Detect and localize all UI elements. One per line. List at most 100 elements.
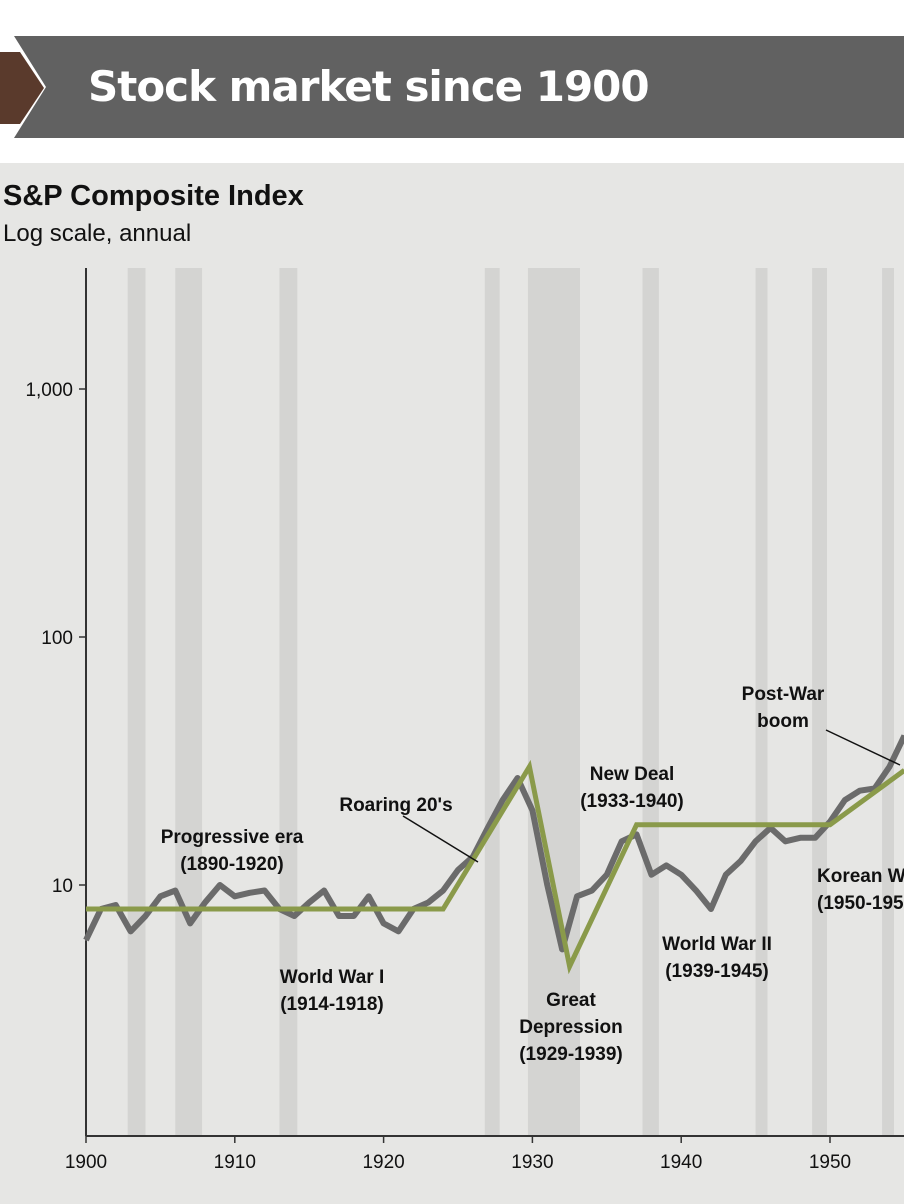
- index-point: [561, 948, 564, 951]
- annotation-line: Depression: [519, 1017, 622, 1038]
- index-point: [769, 826, 772, 829]
- index-point: [248, 891, 251, 894]
- recession-band: [484, 268, 500, 1136]
- recession-band: [175, 268, 203, 1136]
- trend-line: [86, 759, 904, 975]
- index-point: [501, 799, 504, 802]
- y-tick-label: 1,000: [25, 380, 73, 401]
- index-point: [189, 922, 192, 925]
- index-point: [442, 889, 445, 892]
- annotation-line: (1890-1920): [180, 854, 284, 875]
- index-point: [427, 901, 430, 904]
- index-point: [814, 836, 817, 839]
- annotation-label: Korean War (1950-1953): [817, 866, 904, 914]
- index-point: [516, 777, 519, 780]
- annotation-pointer: [825, 729, 901, 766]
- index-point: [888, 765, 891, 768]
- index-point: [457, 868, 459, 871]
- recession-band: [882, 268, 894, 1136]
- index-point: [665, 864, 668, 867]
- annotation-line: (1929-1939): [519, 1044, 623, 1065]
- annotation-line: Post-War: [742, 684, 825, 705]
- x-tick-label: 1950: [809, 1152, 851, 1173]
- index-point: [680, 873, 683, 876]
- index-point: [724, 873, 727, 876]
- index-point: [293, 914, 296, 917]
- index-line: [83, 734, 904, 953]
- annotation-label: World War II (1939-1945): [662, 934, 772, 982]
- x-tick-label: 1930: [511, 1152, 553, 1173]
- banner-arrow-icon: [0, 52, 44, 124]
- annotation-line: World War I: [280, 967, 385, 988]
- recession-band: [127, 268, 146, 1136]
- index-point: [382, 922, 385, 925]
- chart-subtitle: Log scale, annual: [3, 220, 192, 247]
- index-point: [605, 873, 608, 876]
- index-point: [576, 895, 579, 898]
- annotation-line: Korean War: [817, 866, 904, 887]
- index-point: [754, 840, 757, 843]
- annotation-line: (1914-1918): [280, 994, 384, 1015]
- page-title: Stock market since 1900: [88, 62, 650, 111]
- index-point: [784, 840, 787, 843]
- annotation-label: Great Depression (1929-1939): [519, 990, 623, 1065]
- index-point: [843, 799, 846, 802]
- annotation-line: (1933-1940): [580, 791, 684, 812]
- recession-band: [279, 268, 298, 1136]
- index-point: [337, 914, 340, 917]
- annotation-pointer: [402, 815, 479, 863]
- annotation-label: Roaring 20's: [339, 795, 452, 816]
- index-point: [531, 809, 534, 812]
- index-point: [218, 884, 221, 886]
- annotation-line: World War II: [662, 934, 772, 955]
- annotation-line: Progressive era: [161, 827, 304, 848]
- annotation-label: New Deal (1933-1940): [580, 764, 684, 812]
- index-point: [85, 939, 87, 942]
- annotation-label: World War I (1914-1918): [280, 967, 385, 1015]
- index-point: [352, 914, 355, 917]
- y-tick-label: 10: [52, 876, 73, 897]
- x-tick-label: 1910: [214, 1152, 256, 1173]
- index-point: [263, 889, 266, 892]
- chart-panel: [0, 163, 904, 1204]
- index-point: [174, 889, 177, 892]
- index-point: [709, 908, 712, 911]
- title-banner: [0, 36, 904, 138]
- index-point: [620, 840, 623, 843]
- recession-band: [812, 268, 828, 1136]
- x-tick-label: 1940: [660, 1152, 702, 1173]
- banner-background: [14, 36, 904, 138]
- y-tick-label: 100: [41, 628, 73, 649]
- index-point: [144, 914, 147, 917]
- annotation-line: (1950-1953): [817, 893, 904, 914]
- annotation-line: (1939-1945): [665, 961, 769, 982]
- index-point: [233, 895, 236, 898]
- recession-band: [642, 268, 659, 1136]
- recession-band: [755, 268, 768, 1136]
- chart-title: S&P Composite Index: [3, 180, 304, 212]
- index-point: [397, 930, 400, 933]
- index-point: [858, 789, 861, 792]
- index-point: [308, 901, 311, 904]
- x-tick-label: 1920: [362, 1152, 404, 1173]
- annotation-line: New Deal: [590, 764, 674, 785]
- recession-band: [527, 268, 581, 1136]
- index-point: [486, 826, 489, 829]
- index-point: [695, 889, 698, 892]
- index-point: [635, 833, 638, 836]
- x-tick-label: 1900: [65, 1152, 107, 1173]
- index-point: [739, 859, 742, 862]
- annotation-label: Post-War boom: [742, 684, 825, 732]
- annotation-line: Great: [546, 990, 596, 1011]
- index-point: [129, 930, 132, 933]
- index-point: [590, 889, 593, 892]
- index-point: [204, 901, 207, 904]
- index-point: [159, 895, 162, 898]
- index-point: [323, 889, 326, 892]
- index-point: [114, 904, 117, 907]
- index-point: [799, 836, 802, 839]
- annotation-line: boom: [757, 711, 809, 732]
- annotation-line: Roaring 20's: [339, 795, 452, 816]
- annotation-label: Progressive era (1890-1920): [161, 827, 304, 875]
